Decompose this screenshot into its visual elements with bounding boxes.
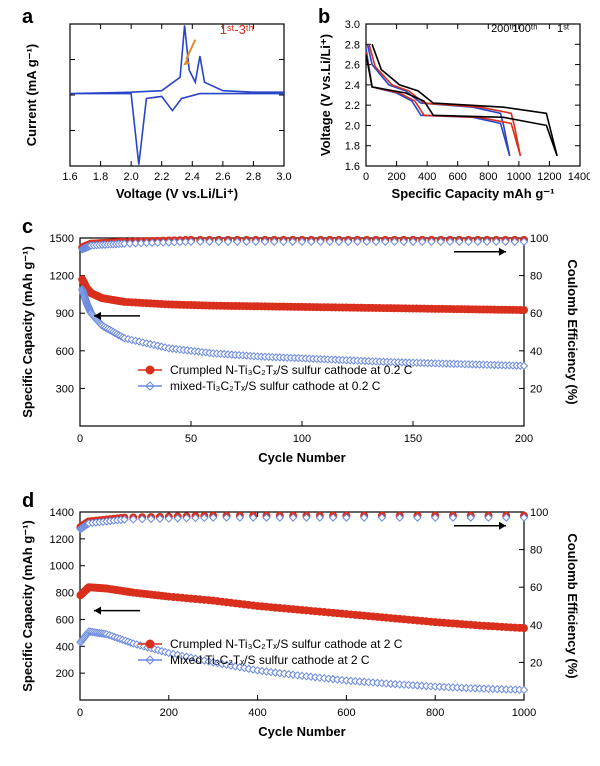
svg-text:100: 100 xyxy=(293,433,311,445)
svg-text:1000: 1000 xyxy=(507,171,531,183)
svg-text:mixed-Ti₃C₂Tₓ/S sulfur cathode: mixed-Ti₃C₂Tₓ/S sulfur cathode at 0.2 C xyxy=(170,379,381,393)
svg-text:200: 200 xyxy=(515,433,533,445)
svg-text:50: 50 xyxy=(185,433,197,445)
svg-text:Specific Capacity (mAh g⁻¹): Specific Capacity (mAh g⁻¹) xyxy=(20,520,35,692)
svg-text:0: 0 xyxy=(363,171,369,183)
svg-text:1400: 1400 xyxy=(50,507,74,519)
svg-text:Cycle Number: Cycle Number xyxy=(258,450,345,465)
svg-text:150: 150 xyxy=(404,433,422,445)
svg-text:Coulomb Efficiency (%): Coulomb Efficiency (%) xyxy=(565,259,580,404)
svg-text:600: 600 xyxy=(56,614,74,626)
svg-text:Crumpled N-Ti₃C₂Tₓ/S sulfur ca: Crumpled N-Ti₃C₂Tₓ/S sulfur cathode at 2… xyxy=(170,637,403,651)
svg-text:800: 800 xyxy=(479,171,497,183)
svg-text:20: 20 xyxy=(530,383,542,395)
panel-b-chart: 0 200 400 600 800 1000 1200 1400 1.6 1.8 2.0 2.2 2.4… xyxy=(312,6,590,212)
svg-text:100: 100 xyxy=(530,507,548,519)
panel-d-chart: 0 200 400 600 800 1000 200 400 600 800 1000 1200 140… xyxy=(12,490,588,752)
svg-text:200: 200 xyxy=(387,171,405,183)
svg-text:2.0: 2.0 xyxy=(123,171,138,183)
svg-text:600: 600 xyxy=(337,707,355,719)
svg-text:20: 20 xyxy=(530,657,542,669)
svg-text:2.4: 2.4 xyxy=(185,171,200,183)
svg-text:1.8: 1.8 xyxy=(345,141,360,153)
svg-text:100ᵗʰ: 100ᵗʰ xyxy=(512,23,537,35)
svg-text:2.8: 2.8 xyxy=(345,39,360,51)
svg-text:800: 800 xyxy=(426,707,444,719)
svg-text:1500: 1500 xyxy=(50,233,74,245)
svg-text:600: 600 xyxy=(449,171,467,183)
svg-text:0: 0 xyxy=(77,707,83,719)
svg-text:400: 400 xyxy=(56,641,74,653)
svg-text:Mixed Ti₃C₂Tₓ/S sulfur cathode: Mixed Ti₃C₂Tₓ/S sulfur cathode at 2 C xyxy=(170,653,370,667)
svg-text:1.6: 1.6 xyxy=(345,161,360,173)
svg-text:3.0: 3.0 xyxy=(276,171,291,183)
svg-text:300: 300 xyxy=(56,383,74,395)
svg-text:2.2: 2.2 xyxy=(154,171,169,183)
svg-text:400: 400 xyxy=(248,707,266,719)
svg-text:2.6: 2.6 xyxy=(215,171,230,183)
panel-a-chart: 1.6 1.8 2.0 2.2 2.4 2.6 2.8 3.0 Voltage (V vs.Li… xyxy=(16,6,294,212)
svg-text:2.4: 2.4 xyxy=(345,80,360,92)
svg-text:400: 400 xyxy=(418,171,436,183)
svg-text:Specific Capacity (mAh g⁻¹): Specific Capacity (mAh g⁻¹) xyxy=(20,246,35,418)
svg-text:1000: 1000 xyxy=(512,707,536,719)
svg-text:2.6: 2.6 xyxy=(345,60,360,72)
svg-text:1ˢᵗ: 1ˢᵗ xyxy=(557,23,570,35)
svg-text:1200: 1200 xyxy=(537,171,561,183)
svg-text:Voltage (V vs.Li/Li⁺): Voltage (V vs.Li/Li⁺) xyxy=(318,34,333,156)
svg-text:Current (mA g⁻¹): Current (mA g⁻¹) xyxy=(24,44,39,146)
svg-text:1000: 1000 xyxy=(50,561,74,573)
svg-text:200: 200 xyxy=(160,707,178,719)
svg-text:600: 600 xyxy=(56,346,74,358)
svg-text:60: 60 xyxy=(530,308,542,320)
svg-text:Specific Capacity mAh g⁻¹: Specific Capacity mAh g⁻¹ xyxy=(392,186,555,201)
svg-text:800: 800 xyxy=(56,588,74,600)
svg-text:1ˢᵗ-3ᵗʰ: 1ˢᵗ-3ᵗʰ xyxy=(220,22,254,37)
svg-text:Voltage (V vs.Li/Li⁺): Voltage (V vs.Li/Li⁺) xyxy=(116,186,238,201)
svg-text:200: 200 xyxy=(56,668,74,680)
svg-text:Cycle Number: Cycle Number xyxy=(258,724,345,739)
svg-text:80: 80 xyxy=(530,271,542,283)
svg-text:40: 40 xyxy=(530,620,542,632)
svg-text:2.0: 2.0 xyxy=(345,120,360,132)
svg-text:1200: 1200 xyxy=(50,534,74,546)
svg-text:2.8: 2.8 xyxy=(246,171,261,183)
svg-text:1.6: 1.6 xyxy=(62,171,77,183)
svg-text:Coulomb Efficiency (%): Coulomb Efficiency (%) xyxy=(565,533,580,678)
svg-text:80: 80 xyxy=(530,545,542,557)
svg-text:1200: 1200 xyxy=(50,271,74,283)
svg-text:60: 60 xyxy=(530,582,542,594)
svg-text:3.0: 3.0 xyxy=(345,19,360,31)
svg-text:0: 0 xyxy=(77,433,83,445)
svg-text:900: 900 xyxy=(56,308,74,320)
svg-text:1400: 1400 xyxy=(568,171,590,183)
svg-text:2.2: 2.2 xyxy=(345,100,360,112)
svg-text:Crumpled N-Ti₃C₂Tₓ/S sulfur c: Crumpled N-Ti₃C₂Tₓ/S sulfur cathode at 0… xyxy=(170,363,413,377)
svg-text:40: 40 xyxy=(530,346,542,358)
panel-c-chart: 0 50 100 150 200 300 600 900 1200 1500 20 40 60 80 100… xyxy=(12,216,588,478)
svg-text:100: 100 xyxy=(530,233,548,245)
svg-text:1.8: 1.8 xyxy=(93,171,108,183)
